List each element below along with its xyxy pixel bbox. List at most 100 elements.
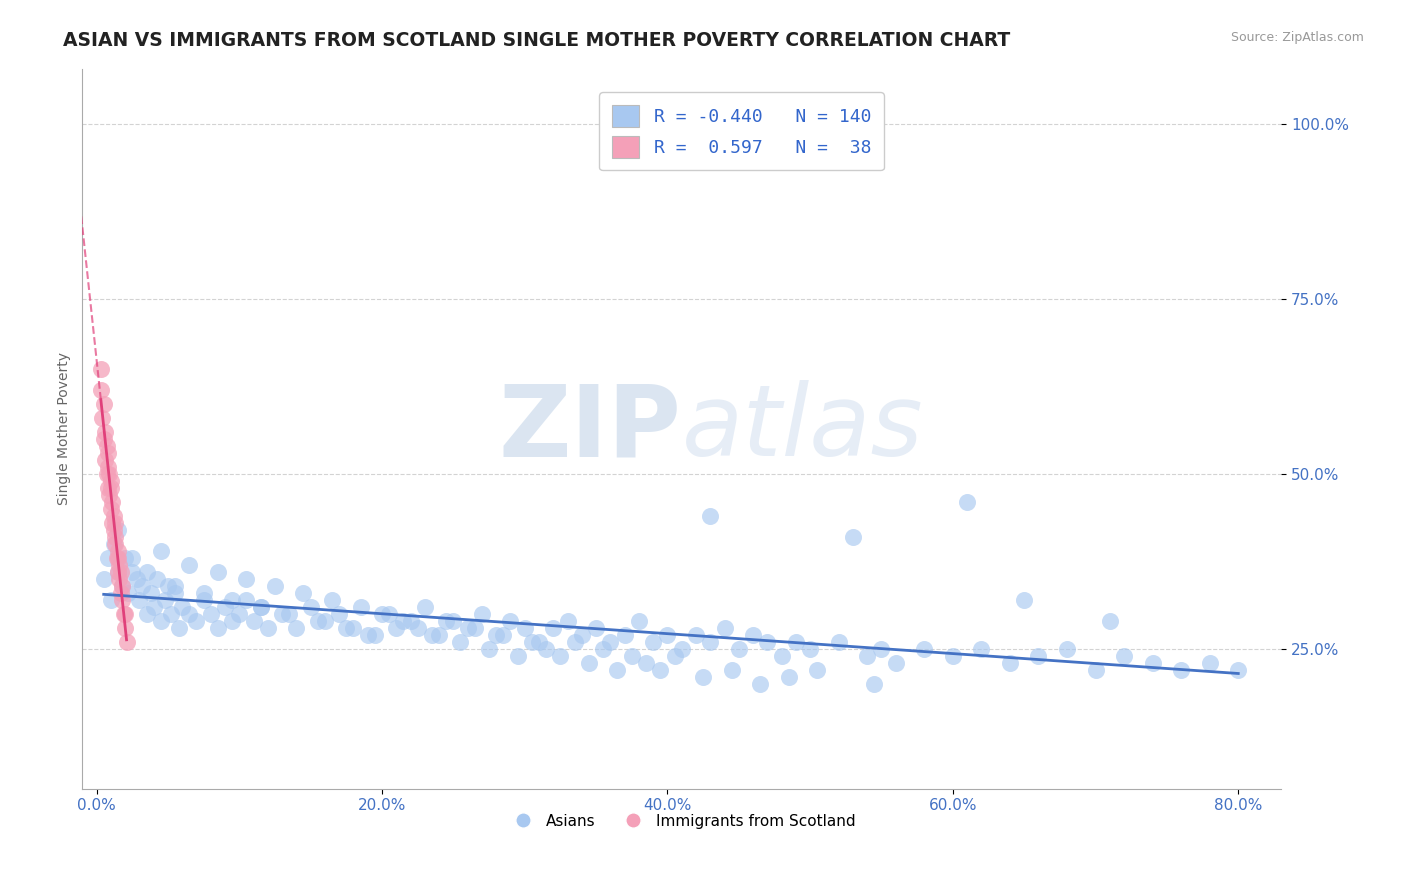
- Point: [378, 607, 401, 621]
- Point: [685, 628, 707, 642]
- Point: [520, 634, 543, 648]
- Point: [749, 676, 772, 690]
- Point: [1114, 648, 1136, 663]
- Point: [101, 516, 124, 530]
- Text: Source: ZipAtlas.com: Source: ZipAtlas.com: [1230, 31, 1364, 45]
- Point: [97, 446, 120, 460]
- Point: [650, 663, 672, 677]
- Point: [97, 550, 120, 565]
- Point: [485, 628, 508, 642]
- Point: [114, 621, 136, 635]
- Point: [492, 628, 515, 642]
- Point: [342, 621, 364, 635]
- Point: [1028, 648, 1050, 663]
- Point: [135, 565, 157, 579]
- Point: [742, 628, 765, 642]
- Point: [664, 648, 686, 663]
- Y-axis label: Single Mother Poverty: Single Mother Poverty: [58, 352, 72, 505]
- Point: [942, 648, 965, 663]
- Point: [105, 550, 128, 565]
- Point: [599, 634, 621, 648]
- Point: [413, 599, 436, 614]
- Point: [1084, 663, 1107, 677]
- Point: [91, 411, 114, 425]
- Point: [427, 628, 450, 642]
- Point: [578, 656, 600, 670]
- Point: [114, 607, 136, 621]
- Point: [139, 586, 162, 600]
- Point: [756, 634, 779, 648]
- Point: [97, 460, 120, 475]
- Point: [970, 641, 993, 656]
- Point: [193, 586, 215, 600]
- Point: [299, 599, 322, 614]
- Point: [1012, 592, 1035, 607]
- Point: [159, 607, 181, 621]
- Point: [100, 502, 122, 516]
- Point: [842, 530, 865, 544]
- Point: [550, 648, 572, 663]
- Point: [111, 592, 134, 607]
- Point: [335, 621, 357, 635]
- Point: [117, 586, 139, 600]
- Point: [142, 599, 165, 614]
- Point: [1098, 614, 1121, 628]
- Point: [104, 516, 127, 530]
- Text: ASIAN VS IMMIGRANTS FROM SCOTLAND SINGLE MOTHER POVERTY CORRELATION CHART: ASIAN VS IMMIGRANTS FROM SCOTLAND SINGLE…: [63, 31, 1011, 50]
- Point: [620, 648, 643, 663]
- Point: [156, 579, 179, 593]
- Point: [193, 592, 215, 607]
- Point: [221, 614, 243, 628]
- Point: [357, 628, 380, 642]
- Point: [471, 607, 494, 621]
- Point: [613, 628, 636, 642]
- Point: [557, 614, 579, 628]
- Point: [108, 572, 131, 586]
- Point: [121, 565, 143, 579]
- Point: [863, 676, 886, 690]
- Point: [207, 565, 229, 579]
- Point: [90, 383, 112, 397]
- Point: [104, 537, 127, 551]
- Point: [778, 670, 800, 684]
- Point: [94, 425, 117, 439]
- Point: [149, 544, 172, 558]
- Point: [264, 579, 287, 593]
- Point: [172, 599, 194, 614]
- Point: [513, 621, 536, 635]
- Point: [228, 607, 250, 621]
- Point: [912, 641, 935, 656]
- Point: [534, 641, 557, 656]
- Point: [799, 641, 821, 656]
- Point: [713, 621, 735, 635]
- Point: [90, 362, 112, 376]
- Point: [115, 634, 138, 648]
- Point: [385, 621, 408, 635]
- Point: [110, 565, 132, 579]
- Point: [884, 656, 907, 670]
- Point: [207, 621, 229, 635]
- Point: [271, 607, 294, 621]
- Point: [165, 586, 187, 600]
- Legend: Asians, Immigrants from Scotland: Asians, Immigrants from Scotland: [502, 807, 862, 835]
- Point: [856, 648, 879, 663]
- Point: [110, 586, 132, 600]
- Point: [101, 495, 124, 509]
- Point: [541, 621, 564, 635]
- Point: [114, 550, 136, 565]
- Point: [111, 579, 134, 593]
- Point: [125, 572, 148, 586]
- Point: [128, 592, 150, 607]
- Point: [527, 634, 550, 648]
- Point: [564, 634, 586, 648]
- Point: [103, 523, 125, 537]
- Point: [785, 634, 807, 648]
- Text: atlas: atlas: [682, 380, 924, 477]
- Point: [93, 397, 115, 411]
- Point: [179, 558, 201, 572]
- Point: [371, 607, 394, 621]
- Point: [149, 614, 172, 628]
- Point: [97, 481, 120, 495]
- Point: [100, 481, 122, 495]
- Point: [828, 634, 851, 648]
